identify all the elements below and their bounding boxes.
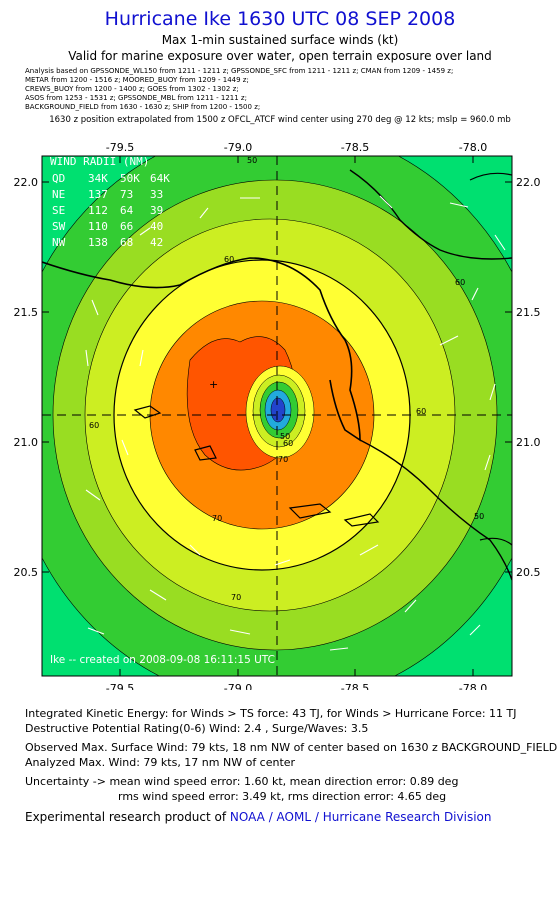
contour-label: 60 xyxy=(224,255,234,264)
x-tick-label: -78.0 xyxy=(459,682,487,690)
wind-radii-header: 50K xyxy=(120,172,140,185)
wind-radii-table: WIND RADII (NM) QD 34K 50K 64K NE 137 73… xyxy=(50,155,170,249)
wind-radii-cell: 40 xyxy=(150,220,163,233)
wind-radii-cell: 39 xyxy=(150,204,163,217)
y-tick-label: 21.0 xyxy=(516,436,541,449)
x-tick-label: -78.5 xyxy=(341,141,369,154)
contour-label: 50 xyxy=(280,432,290,441)
x-tick-label: -78.5 xyxy=(341,682,369,690)
wind-map: + WIND RADII (NM) QD 34K 50K 64K NE 137 … xyxy=(14,141,541,690)
credit-line: Experimental research product of NOAA / … xyxy=(25,810,491,824)
wind-radii-cell: 68 xyxy=(120,236,133,249)
wind-radii-cell: 64 xyxy=(120,204,134,217)
wind-radii-cell: SW xyxy=(52,220,66,233)
valid-note: Valid for marine exposure over water, op… xyxy=(68,49,492,63)
credit-prefix: Experimental research product of xyxy=(25,810,230,824)
wind-radii-cell: SE xyxy=(52,204,65,217)
source-line: CREWS_BUOY from 1200 - 1400 z; GOES from… xyxy=(25,85,239,93)
y-tick-label: 20.5 xyxy=(14,566,39,579)
wind-radii-header: QD xyxy=(52,172,65,185)
x-tick-label: -79.5 xyxy=(106,682,134,690)
contour-label: 70 xyxy=(278,455,288,464)
source-line: ASOS from 1253 - 1531 z; GPSSONDE_MBL fr… xyxy=(25,94,247,102)
source-line: Analysis based on GPSSONDE_WL150 from 12… xyxy=(25,67,454,75)
wind-radii-cell: 137 xyxy=(88,188,108,201)
wind-radii-cell: 33 xyxy=(150,188,163,201)
wind-radii-header: 34K xyxy=(88,172,108,185)
wind-radii-cell: 66 xyxy=(120,220,133,233)
page-title: Hurricane Ike 1630 UTC 08 SEP 2008 xyxy=(104,8,456,30)
wind-radii-title: WIND RADII (NM) xyxy=(50,155,149,168)
eye-center xyxy=(270,397,286,423)
contour-label: 50 xyxy=(247,156,257,165)
wind-radii-header: 64K xyxy=(150,172,170,185)
north-coast xyxy=(349,169,512,260)
contour-label: 60 xyxy=(89,421,99,430)
noaa-link[interactable]: NOAA / AOML / Hurricane Research Divisio… xyxy=(229,810,492,824)
contour-label: 50 xyxy=(474,512,484,521)
y-tick-label: 21.5 xyxy=(516,306,541,319)
wind-radii-cell: NE xyxy=(52,188,65,201)
y-tick-label: 20.5 xyxy=(516,566,541,579)
wind-vectors xyxy=(85,195,506,651)
x-tick-label: -79.0 xyxy=(224,141,252,154)
map-credit: Ike -- created on 2008-09-08 16:11:15 UT… xyxy=(50,654,275,666)
ike-line: Integrated Kinetic Energy: for Winds > T… xyxy=(25,707,517,720)
source-line: METAR from 1200 - 1516 z; MOORED_BUOY fr… xyxy=(25,76,249,84)
contour-label: 60 xyxy=(283,439,293,448)
south-coast xyxy=(359,439,512,581)
contour-label: 70 xyxy=(231,593,241,602)
y-tick-label: 22.0 xyxy=(14,176,39,189)
east-land xyxy=(469,172,512,546)
cuba-coastline xyxy=(42,257,361,442)
contour-label: 70 xyxy=(212,514,222,523)
contour-label: 60 xyxy=(416,407,426,416)
wind-radii-cell: 138 xyxy=(88,236,108,249)
contour-label: 60 xyxy=(455,278,465,287)
subtitle: Max 1-min sustained surface winds (kt) xyxy=(161,33,399,47)
wind-radii-cell: NW xyxy=(52,236,66,249)
wind-radii-cell: 110 xyxy=(88,220,108,233)
wind-radii-cell: 112 xyxy=(88,204,108,217)
observed-max-line: Observed Max. Surface Wind: 79 kts, 18 n… xyxy=(25,741,558,754)
x-tick-label: -79.5 xyxy=(106,141,134,154)
x-tick-label: -79.0 xyxy=(224,682,252,690)
position-note: 1630 z position extrapolated from 1500 z… xyxy=(49,115,511,125)
y-tick-label: 21.5 xyxy=(14,306,39,319)
map-frame xyxy=(41,155,513,677)
y-tick-label: 21.0 xyxy=(14,436,39,449)
uncertainty-line: Uncertainty -> mean wind speed error: 1.… xyxy=(25,775,459,788)
wind-radii-cell: 73 xyxy=(120,188,133,201)
max-wind-marker: + xyxy=(209,378,218,391)
uncertainty-rms-line: rms wind speed error: 3.49 kt, rms direc… xyxy=(118,790,447,803)
islands xyxy=(133,405,380,527)
analyzed-max-line: Analyzed Max. Wind: 79 kts, 17 nm NW of … xyxy=(25,756,296,769)
x-tick-label: -78.0 xyxy=(459,141,487,154)
destructive-potential-line: Destructive Potential Rating(0-6) Wind: … xyxy=(25,722,369,735)
y-tick-label: 22.0 xyxy=(516,176,541,189)
source-line: BACKGROUND_FIELD from 1630 - 1630 z; SHI… xyxy=(25,103,261,111)
wind-radii-cell: 42 xyxy=(150,236,163,249)
